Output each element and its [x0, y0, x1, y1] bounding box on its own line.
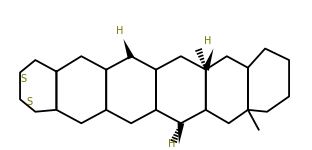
- Text: S: S: [21, 74, 27, 84]
- Text: H: H: [168, 139, 175, 149]
- Text: H: H: [204, 36, 212, 46]
- Text: S: S: [27, 97, 33, 107]
- Polygon shape: [202, 49, 213, 71]
- Polygon shape: [178, 123, 184, 144]
- Polygon shape: [124, 39, 134, 59]
- Text: H: H: [116, 26, 123, 36]
